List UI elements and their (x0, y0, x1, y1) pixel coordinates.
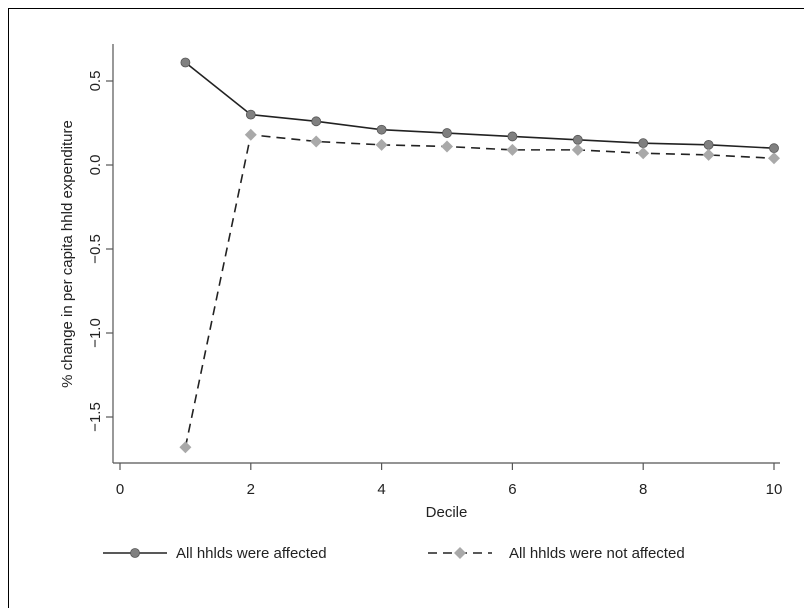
data-point (703, 139, 714, 150)
data-point (768, 152, 780, 165)
data-point (245, 109, 256, 120)
chart-frame (8, 8, 804, 608)
x-tick-label: 6 (508, 481, 516, 498)
series-line-1 (184, 61, 775, 149)
data-point (571, 143, 584, 156)
data-point (442, 128, 452, 138)
data-point (507, 131, 518, 142)
data-point (376, 124, 387, 135)
data-point (310, 135, 323, 148)
series-layer (179, 57, 780, 454)
data-point (572, 134, 583, 145)
legend-label-1: All hhlds were affected (176, 545, 327, 562)
x-tick-label: 10 (766, 481, 783, 498)
axes: 0 2 4 6 8 10 0.5 0.0 −0.5 −1.0 −1.5 Decile % change … (59, 44, 782, 521)
x-tick-label: 8 (639, 481, 647, 498)
data-point (130, 548, 140, 558)
data-point (375, 138, 388, 151)
y-axis-title: % change in per capita hhld expenditure (59, 120, 76, 388)
x-tick-label: 2 (247, 481, 255, 498)
y-tick-label: 0.5 (87, 71, 104, 92)
x-tick-label: 0 (116, 481, 124, 498)
legend: All hhlds were affected All hhlds were no… (103, 545, 685, 562)
y-tick-label: −0.5 (87, 234, 104, 264)
y-tick-label: −1.0 (87, 318, 104, 348)
data-point (454, 547, 466, 559)
data-point (180, 57, 191, 68)
data-point (769, 143, 779, 154)
data-point (244, 128, 257, 141)
y-tick-label: 0.0 (87, 155, 104, 176)
data-point (702, 148, 715, 161)
line-chart: 0 2 4 6 8 10 0.5 0.0 −0.5 −1.0 −1.5 Decile % change … (59, 44, 782, 562)
data-point (311, 116, 322, 127)
x-tick-label: 4 (377, 481, 385, 498)
data-point (638, 138, 649, 149)
y-tick-label: −1.5 (87, 402, 104, 432)
data-point (179, 441, 192, 454)
data-point (637, 147, 650, 160)
legend-label-2: All hhlds were not affected (509, 545, 685, 562)
data-point (506, 143, 519, 156)
series-line-2 (184, 133, 775, 448)
data-point (441, 140, 453, 153)
x-axis-title: Decile (426, 504, 468, 521)
